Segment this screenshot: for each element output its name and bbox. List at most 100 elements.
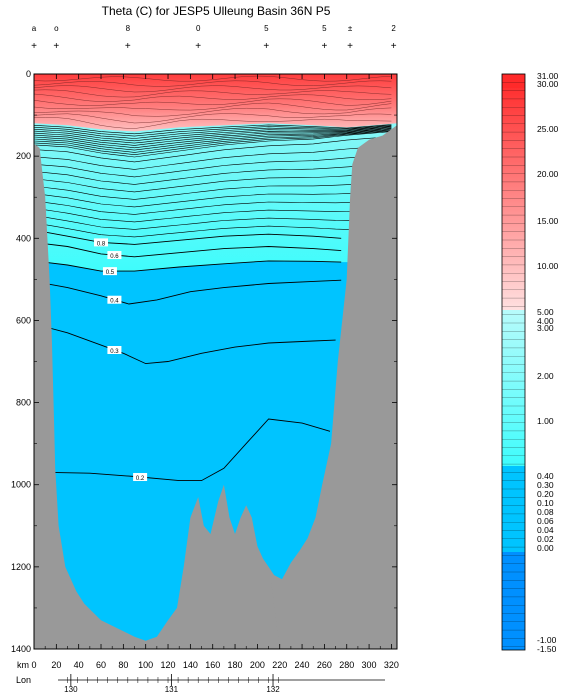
surface-contour xyxy=(34,107,392,117)
station-label: ± xyxy=(348,24,353,33)
svg-text:0.6: 0.6 xyxy=(110,254,119,260)
colorbar-label: 0.40 xyxy=(537,471,554,481)
x-tick-label: 40 xyxy=(74,660,84,670)
surface-contour xyxy=(34,113,392,124)
colorbar-label: 31.00 xyxy=(537,71,559,81)
station-marker: + xyxy=(195,41,201,52)
thermocline-contour xyxy=(34,128,392,149)
station-label: 8 xyxy=(126,24,131,33)
station-marker: + xyxy=(53,41,59,52)
colorbar-label: 30.00 xyxy=(537,79,559,89)
x-tick-label: 320 xyxy=(384,660,399,670)
station-label: o xyxy=(54,24,59,33)
svg-text:0.2: 0.2 xyxy=(136,476,145,482)
station-marker: + xyxy=(31,41,37,52)
thermocline-contour xyxy=(34,191,392,208)
colorbar-frame xyxy=(501,73,526,651)
station-marker: + xyxy=(125,41,131,52)
colorbar-label: 0.06 xyxy=(537,516,554,526)
thermocline-contours xyxy=(34,75,392,238)
warm-layer-fill xyxy=(34,74,397,132)
colorbar-label: 20.00 xyxy=(537,169,559,179)
x-tick-label: 120 xyxy=(161,660,176,670)
x-tick-label: 260 xyxy=(317,660,332,670)
station-label: 0 xyxy=(196,24,201,33)
station-label: 5 xyxy=(322,24,327,33)
station-label: 2 xyxy=(391,24,396,33)
colorbar-label: 5.00 xyxy=(537,307,554,317)
thermocline-contour xyxy=(34,125,392,139)
bathymetry-land xyxy=(34,125,397,649)
colorbar-label: 0.08 xyxy=(537,507,554,517)
surface-contour xyxy=(34,85,392,93)
surface-contour xyxy=(34,75,392,82)
thermocline-contour xyxy=(34,127,392,144)
y-tick-label: 1400 xyxy=(11,644,31,654)
colorbar-label: 3.00 xyxy=(537,323,554,333)
station-marker: + xyxy=(347,41,353,52)
colorbar-label: 0.00 xyxy=(537,543,554,553)
contour-0p5 xyxy=(34,260,342,272)
x-tick-label: 200 xyxy=(250,660,265,670)
y-tick-label: 200 xyxy=(16,151,31,161)
colorbar-segment xyxy=(502,74,525,88)
thermocline-contour xyxy=(34,145,392,170)
x-tick-label: 0 xyxy=(31,660,36,670)
contour-label: 0.3 xyxy=(107,346,122,355)
thermocline-contour xyxy=(34,124,392,137)
station-label: a xyxy=(32,24,37,33)
thermocline-contour xyxy=(34,127,392,146)
x-tick-label: 100 xyxy=(138,660,153,670)
colorbar-segment xyxy=(502,88,525,310)
depth-axis: 0 200 400 600 800 1000 1200 1400 xyxy=(11,69,397,654)
thermocline-contour xyxy=(34,182,392,200)
y-tick-label: 800 xyxy=(16,398,31,408)
thermocline-contour xyxy=(34,124,392,135)
lon-tick-label: 131 xyxy=(165,685,179,694)
colorbar-label: 0.10 xyxy=(537,498,554,508)
x-tick-label: 60 xyxy=(96,660,106,670)
thermocline-contour xyxy=(34,130,392,156)
colorbar-segment xyxy=(502,310,525,466)
contour-labels: 0.8 0.6 0.5 0.4 0.3 0.2 xyxy=(94,238,148,482)
y-tick-label: 0 xyxy=(26,69,31,79)
svg-text:0.3: 0.3 xyxy=(110,349,119,355)
svg-text:0.5: 0.5 xyxy=(106,270,115,276)
colorbar-label: 25.00 xyxy=(537,124,559,134)
thermocline-contour xyxy=(34,136,392,163)
thermocline-contour xyxy=(34,131,392,158)
y-tick-label: 400 xyxy=(16,233,31,243)
plot-field: 0.8 0.6 0.5 0.4 0.3 0.2 xyxy=(34,74,397,649)
x-tick-label: 280 xyxy=(339,660,354,670)
contour-label: 0.2 xyxy=(133,473,148,482)
colorbar-label: -1.50 xyxy=(537,644,557,654)
station-marker: + xyxy=(321,41,327,52)
colorbar-label: 0.02 xyxy=(537,534,554,544)
lon-label: Lon xyxy=(16,675,31,685)
colorbar-label: 0.04 xyxy=(537,525,554,535)
colorbar-segment xyxy=(502,552,525,650)
colorbar-label: 10.00 xyxy=(537,261,559,271)
thermocline-contour xyxy=(34,222,392,238)
surface-contour xyxy=(34,93,392,102)
chart-title: Theta (C) for JESP5 Ulleung Basin 36N P5 xyxy=(102,4,331,18)
contour-0p3 xyxy=(36,324,336,365)
surface-contour xyxy=(34,80,392,87)
longitude-axis: Lon 130 131 132 xyxy=(16,674,385,694)
thermocline-contour xyxy=(34,129,392,153)
colorbar-label: 0.20 xyxy=(537,489,554,499)
thermocline-contour xyxy=(34,207,392,223)
contour-0p4 xyxy=(34,279,342,305)
x-tick-label: 220 xyxy=(272,660,287,670)
x-tick-label: 240 xyxy=(295,660,310,670)
x-tick-label: 180 xyxy=(228,660,243,670)
x-tick-label: 300 xyxy=(362,660,377,670)
contour-0p2 xyxy=(50,418,331,482)
y-tick-label: 1200 xyxy=(11,562,31,572)
station-marker: + xyxy=(263,41,269,52)
thermocline-contour xyxy=(34,215,392,230)
x-tick-label: 80 xyxy=(118,660,128,670)
colorbar-segment xyxy=(502,466,525,552)
